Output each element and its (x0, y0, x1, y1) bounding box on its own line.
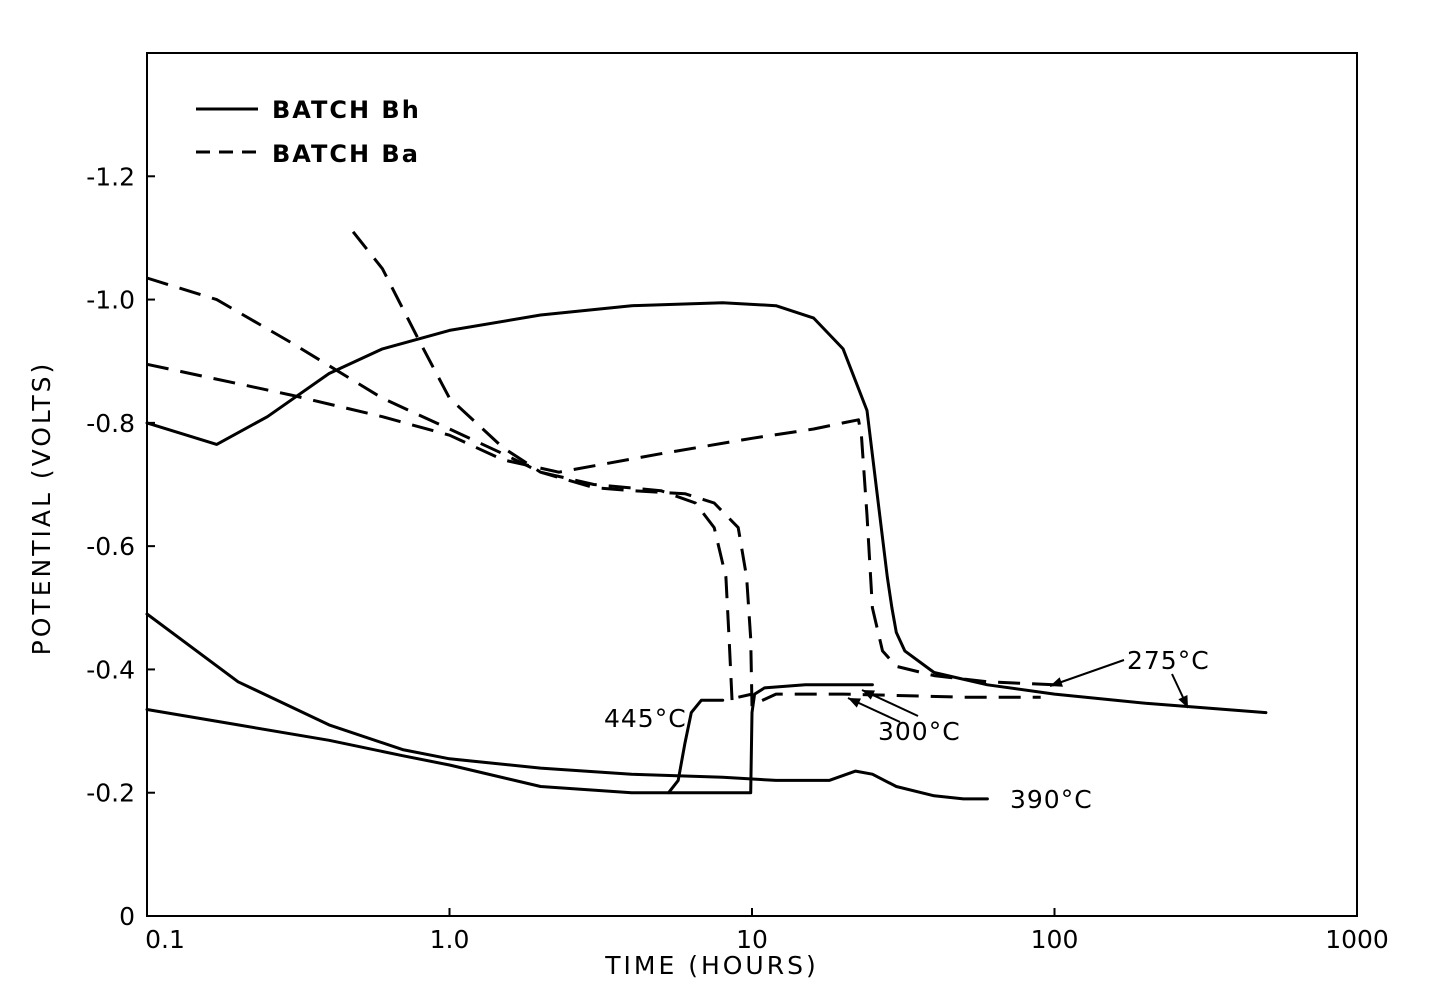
arrow-300c-lower-head (848, 698, 861, 708)
series-line-batchbh-445-6 (667, 698, 725, 795)
series-line-batchba-300-3 (351, 230, 1041, 708)
series-line-batchba-390-4 (146, 276, 753, 705)
legend: BATCH Bh BATCH Ba (196, 96, 421, 168)
arrow-300c-upper-head (862, 690, 875, 700)
y-tick-label: -1.0 (86, 286, 135, 315)
series-line-batchbh-275-0 (145, 301, 1268, 715)
arrow-275c-solid-head (1178, 695, 1188, 708)
x-tick-label: 10 (736, 925, 768, 954)
legend-label-ba: BATCH Ba (272, 140, 420, 168)
series-line-batchbh-300-2 (145, 683, 874, 795)
x-tick-label: 100 (1031, 925, 1079, 954)
series-line-batchbh-390-5 (145, 612, 989, 801)
y-tick-label: -1.2 (86, 162, 135, 191)
arrow-275c-dashed (1049, 659, 1125, 687)
annotation-275c: 275°C (1127, 646, 1210, 675)
y-tick-label: -0.2 (86, 779, 135, 808)
x-tick-label: 1.0 (430, 925, 470, 954)
y-axis-title: POTENTIAL (VOLTS) (27, 361, 56, 656)
legend-label-bh: BATCH Bh (272, 96, 421, 124)
x-tick-label: 1000 (1325, 925, 1389, 954)
data-series (145, 230, 1268, 801)
arrow-275c-dashed-head (1050, 677, 1063, 687)
y-tick-label: -0.8 (86, 409, 135, 438)
series-line-batchba-275-1 (146, 362, 1055, 687)
x-tick-label: 0.1 (145, 925, 185, 954)
y-tick-label: -0.6 (86, 532, 135, 561)
annotation-445c: 445°C (604, 704, 687, 733)
y-tick-label: 0 (119, 902, 135, 931)
x-axis-title: TIME (HOURS) (604, 951, 818, 980)
annotation-390c: 390°C (1010, 785, 1093, 814)
tick-marks: 0.1 1.0 10 100 1000 0 -0.2 -0.4 -0.6 -0.8 -1.0 -1.2 (86, 162, 1389, 954)
y-tick-label: -0.4 (86, 655, 135, 684)
annotation-arrows (847, 659, 1189, 723)
annotation-300c: 300°C (878, 717, 961, 746)
